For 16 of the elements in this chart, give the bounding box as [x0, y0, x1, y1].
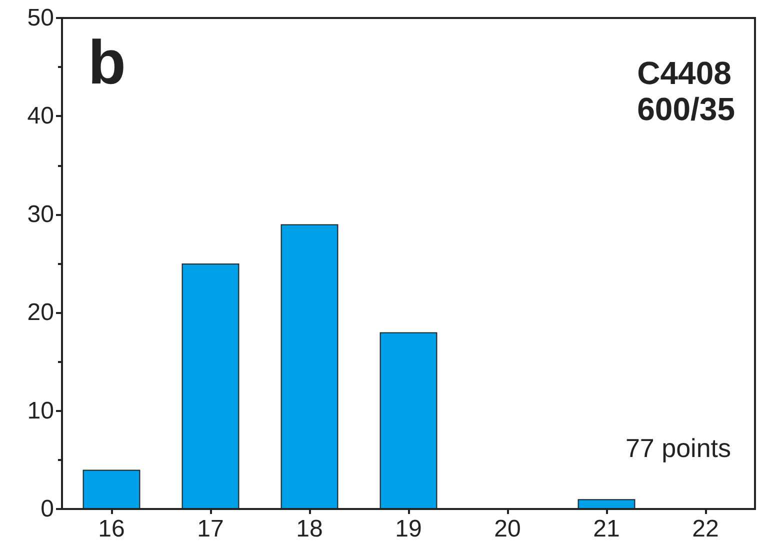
x-tick-label: 20 — [494, 516, 521, 542]
x-tick-label: 21 — [593, 516, 620, 542]
annotation: C4408 600/35 — [637, 55, 735, 127]
y-tick-label: 0 — [40, 496, 54, 522]
annotation: b — [88, 28, 126, 98]
annotation: 77 points — [625, 433, 732, 463]
y-tick-label: 30 — [27, 200, 54, 228]
y-tick-label: 40 — [27, 102, 54, 130]
y-tick-label: 10 — [27, 397, 54, 424]
y-tick-label: 20 — [27, 299, 54, 326]
x-tick-label: 18 — [296, 516, 323, 542]
x-tick-label: 17 — [197, 516, 224, 542]
x-tick-label: 16 — [98, 516, 125, 542]
x-tick-label: 22 — [692, 516, 719, 542]
x-tick-label: 19 — [395, 516, 422, 542]
y-tick-label: 50 — [27, 4, 54, 32]
